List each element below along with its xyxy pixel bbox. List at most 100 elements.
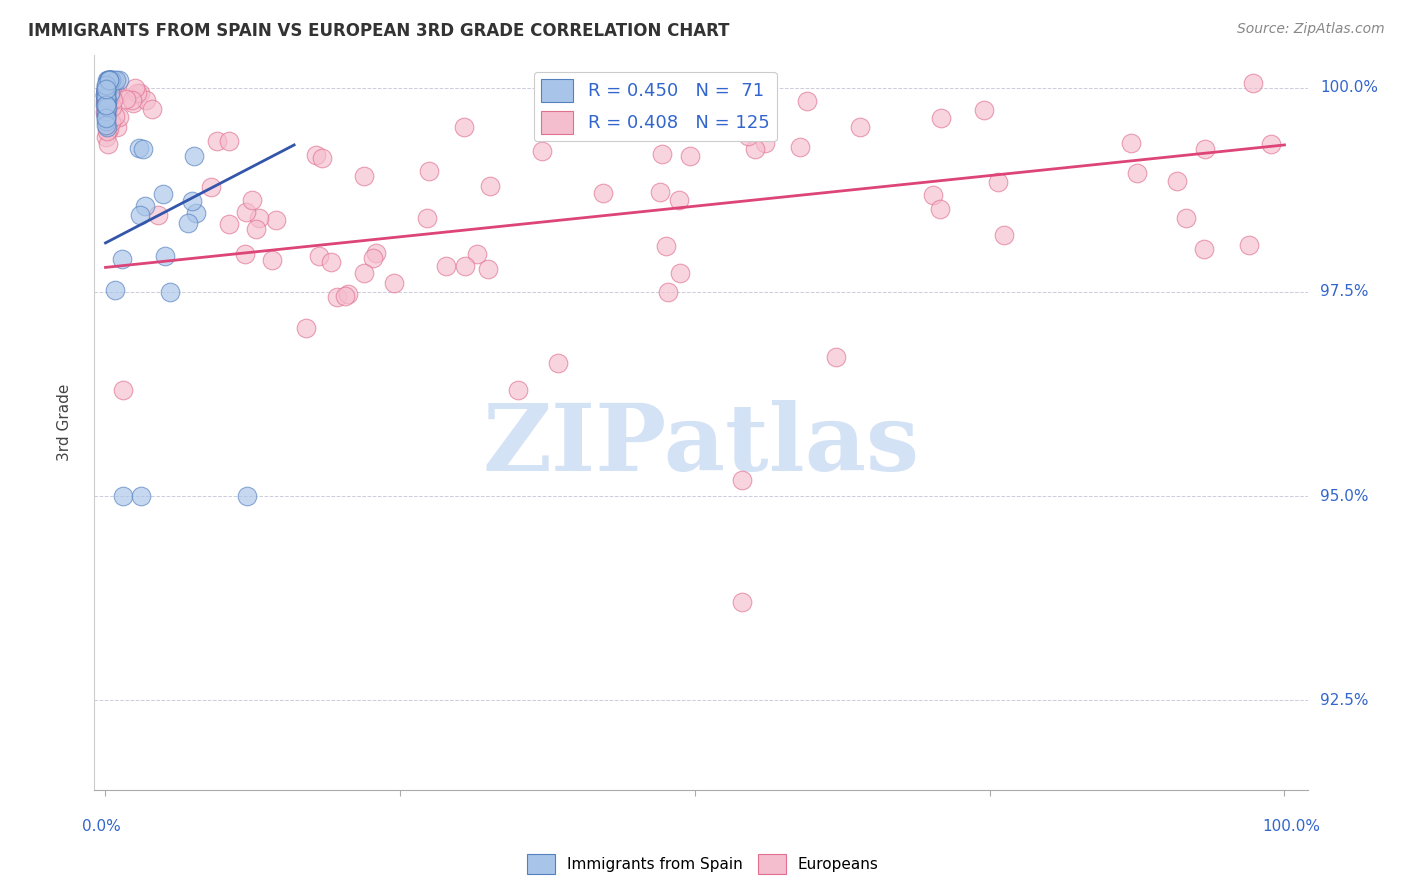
- Point: [236, 489, 259, 503]
- Point: [112, 383, 135, 397]
- Point: [366, 246, 388, 260]
- Point: [98, 87, 121, 101]
- Point: [921, 188, 943, 202]
- Point: [121, 95, 143, 110]
- Point: [94, 85, 117, 99]
- Point: [655, 239, 678, 253]
- Point: [98, 97, 121, 112]
- Point: [308, 249, 330, 263]
- Point: [353, 169, 375, 184]
- Point: [825, 350, 848, 364]
- Point: [100, 115, 122, 129]
- Point: [94, 130, 117, 145]
- Point: [100, 85, 122, 99]
- Point: [127, 86, 149, 100]
- Point: [1166, 174, 1188, 188]
- Point: [94, 98, 117, 112]
- Point: [928, 202, 950, 216]
- Point: [96, 82, 118, 96]
- Point: [508, 383, 530, 397]
- Point: [94, 82, 117, 96]
- Point: [382, 277, 405, 291]
- Point: [547, 356, 569, 370]
- Point: [96, 83, 118, 97]
- Point: [124, 81, 146, 95]
- Point: [94, 88, 117, 103]
- Point: [98, 122, 121, 136]
- Point: [416, 211, 439, 225]
- Point: [100, 72, 122, 87]
- Point: [218, 134, 240, 148]
- Point: [121, 94, 143, 108]
- Point: [94, 102, 117, 116]
- Point: [141, 103, 163, 117]
- Point: [737, 129, 759, 144]
- Point: [98, 72, 121, 87]
- Point: [418, 164, 440, 178]
- Point: [96, 112, 118, 126]
- Point: [96, 84, 118, 98]
- Point: [98, 90, 121, 104]
- Point: [129, 208, 152, 222]
- Point: [668, 193, 690, 207]
- Point: [94, 86, 117, 100]
- Point: [184, 206, 207, 220]
- Point: [132, 143, 155, 157]
- Point: [454, 260, 477, 274]
- Point: [94, 78, 117, 92]
- Point: [1241, 76, 1264, 90]
- Point: [97, 72, 120, 87]
- Text: 92.5%: 92.5%: [1320, 692, 1368, 707]
- Point: [103, 80, 125, 95]
- Point: [319, 254, 342, 268]
- Point: [682, 95, 704, 110]
- Point: [731, 473, 754, 487]
- Point: [1237, 237, 1260, 252]
- Point: [94, 87, 117, 102]
- Point: [98, 86, 121, 100]
- Point: [97, 136, 120, 151]
- Point: [97, 72, 120, 87]
- Point: [333, 289, 356, 303]
- Point: [100, 92, 122, 106]
- Point: [94, 83, 117, 97]
- Point: [592, 186, 614, 201]
- Point: [97, 76, 120, 90]
- Point: [434, 259, 457, 273]
- Legend: Immigrants from Spain, Europeans: Immigrants from Spain, Europeans: [522, 848, 884, 880]
- Point: [96, 78, 118, 93]
- Point: [1119, 136, 1142, 151]
- Point: [115, 93, 138, 107]
- Point: [94, 93, 117, 107]
- Point: [993, 228, 1015, 243]
- Point: [94, 95, 117, 109]
- Point: [100, 72, 122, 87]
- Point: [361, 251, 384, 265]
- Point: [98, 102, 121, 116]
- Point: [96, 101, 118, 115]
- Text: 100.0%: 100.0%: [1263, 820, 1320, 834]
- Point: [98, 74, 121, 88]
- Point: [104, 109, 127, 123]
- Point: [453, 120, 475, 134]
- Point: [657, 285, 679, 299]
- Point: [987, 175, 1010, 189]
- Point: [754, 136, 776, 151]
- Point: [94, 95, 117, 110]
- Point: [94, 83, 117, 97]
- Point: [94, 84, 117, 98]
- Point: [477, 262, 499, 277]
- Point: [94, 98, 117, 112]
- Point: [1192, 243, 1215, 257]
- Point: [96, 89, 118, 103]
- Point: [146, 209, 169, 223]
- Point: [96, 90, 118, 104]
- Legend: R = 0.450   N =  71, R = 0.408   N = 125: R = 0.450 N = 71, R = 0.408 N = 125: [534, 71, 778, 142]
- Point: [98, 72, 121, 87]
- Point: [94, 89, 117, 103]
- Point: [96, 120, 118, 135]
- Point: [205, 135, 228, 149]
- Point: [305, 147, 328, 161]
- Point: [96, 87, 118, 101]
- Point: [849, 120, 872, 134]
